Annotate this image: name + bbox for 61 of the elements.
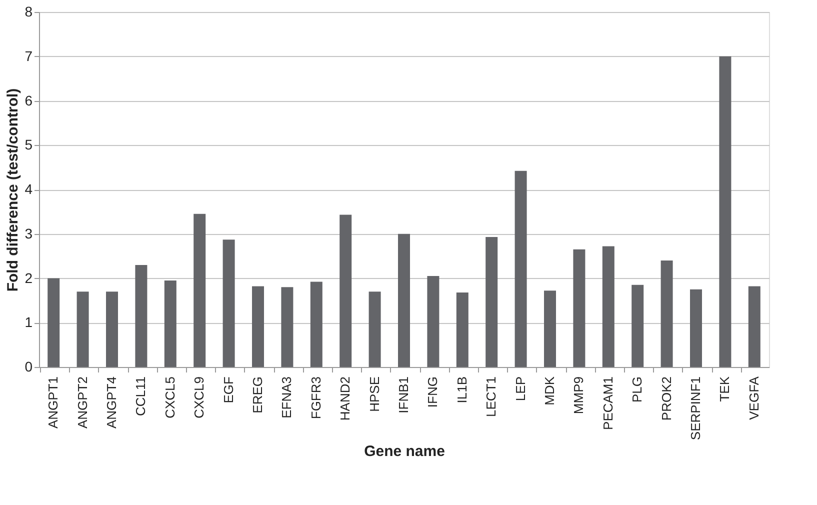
- x-tick-label: SERPINF1: [688, 376, 703, 440]
- bar: [48, 278, 60, 367]
- y-tick-label: 2: [24, 270, 33, 286]
- x-tick-label: IFNG: [425, 376, 440, 408]
- x-tick-label: TEK: [717, 376, 732, 402]
- bar: [602, 246, 614, 367]
- bar: [76, 292, 89, 367]
- x-tick-label: FGFR3: [308, 376, 324, 420]
- x-tick-label: PECAM1: [600, 376, 616, 430]
- x-tick-label: MDK: [542, 376, 557, 406]
- bar: [660, 260, 673, 367]
- x-tick-label: EREG: [250, 376, 265, 414]
- x-tick-label: LECT1: [484, 376, 499, 417]
- bar: [398, 234, 410, 367]
- bar: [632, 284, 644, 367]
- x-tick-label: PROK2: [658, 376, 674, 421]
- y-tick-label: 6: [24, 92, 33, 108]
- x-tick-label: IFNB1: [396, 376, 411, 414]
- y-tick-label: 7: [24, 48, 33, 64]
- y-tick-label: 0: [24, 358, 33, 374]
- bar: [544, 290, 556, 367]
- bar: [690, 289, 702, 367]
- x-tick-label: CXCL9: [192, 376, 207, 418]
- bar: [514, 170, 527, 367]
- bar: [719, 56, 732, 367]
- x-tick-label: CXCL5: [162, 376, 178, 418]
- x-tick-label: EGF: [220, 376, 236, 404]
- x-tick-label: ANGPT4: [104, 376, 119, 429]
- y-tick-label: 5: [24, 136, 33, 153]
- bar: [340, 214, 352, 367]
- x-tick-label: VEGFA: [746, 376, 762, 420]
- x-tick-label: MMP9: [571, 376, 586, 414]
- bar: [486, 236, 498, 367]
- x-tick-label: ANGPT1: [46, 376, 61, 429]
- bar: [164, 280, 176, 367]
- bar: [106, 292, 118, 367]
- bar: [427, 276, 440, 367]
- x-tick-label: HPSE: [366, 376, 382, 412]
- x-axis-title: Gene name: [364, 443, 445, 460]
- bar: [252, 286, 264, 367]
- bar: [748, 286, 760, 367]
- bar: [222, 240, 235, 367]
- bar: [368, 292, 381, 367]
- bar: [456, 292, 468, 367]
- x-tick-label: HAND2: [338, 376, 353, 421]
- bar: [135, 264, 148, 367]
- x-tick-label: ANGPT2: [74, 376, 90, 429]
- y-tick-label: 3: [24, 225, 33, 242]
- x-tick-label: LEP: [512, 376, 528, 402]
- y-tick-label: 4: [24, 181, 33, 197]
- x-tick-label: EFNA3: [279, 376, 294, 418]
- x-tick-label: IL1B: [454, 376, 470, 404]
- y-tick-label: 1: [24, 314, 33, 330]
- bar: [194, 214, 206, 367]
- x-tick-label: PLG: [630, 376, 645, 403]
- bar: [573, 249, 586, 367]
- bar: [310, 282, 322, 367]
- y-tick-label: 8: [24, 4, 33, 20]
- bar: [281, 287, 294, 367]
- x-tick-label: CCL11: [133, 376, 148, 416]
- y-axis-title: Fold difference (test/control): [4, 88, 22, 292]
